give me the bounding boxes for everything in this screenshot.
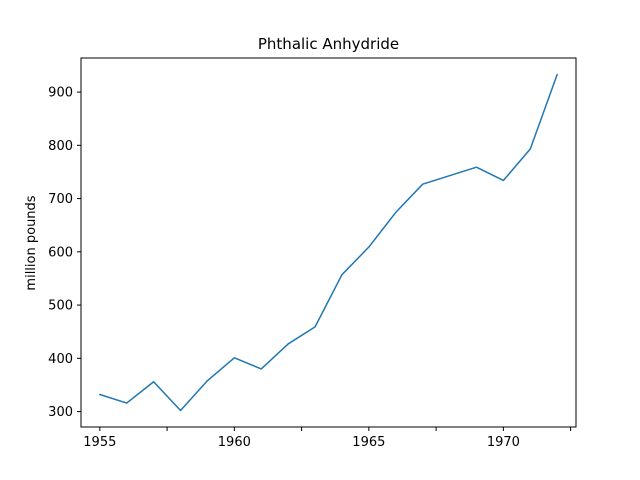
y-tick-label-400: 400 <box>48 352 73 367</box>
plot-frame <box>80 57 577 428</box>
x-tick-label-1955: 1955 <box>83 435 116 450</box>
y-tick-label-500: 500 <box>48 299 73 314</box>
y-tick-label-600: 600 <box>48 245 73 260</box>
y-tick-label-800: 800 <box>48 139 73 154</box>
y-tick-label-900: 900 <box>48 86 73 101</box>
x-tick-label-1970: 1970 <box>487 435 520 450</box>
ticks-layer: 1955 1960 1965 1970 300 400 500 600 700 800 900 <box>48 86 572 450</box>
x-tick-label-1965: 1965 <box>352 435 385 450</box>
y-axis-label: million pounds <box>24 195 39 290</box>
series-layer <box>99 73 558 412</box>
x-tick-label-1960: 1960 <box>218 435 251 450</box>
series-line-0 <box>99 73 558 412</box>
y-tick-label-700: 700 <box>48 192 73 207</box>
y-tick-label-300: 300 <box>48 405 73 420</box>
chart-title: Phthalic Anhydride <box>258 35 399 53</box>
